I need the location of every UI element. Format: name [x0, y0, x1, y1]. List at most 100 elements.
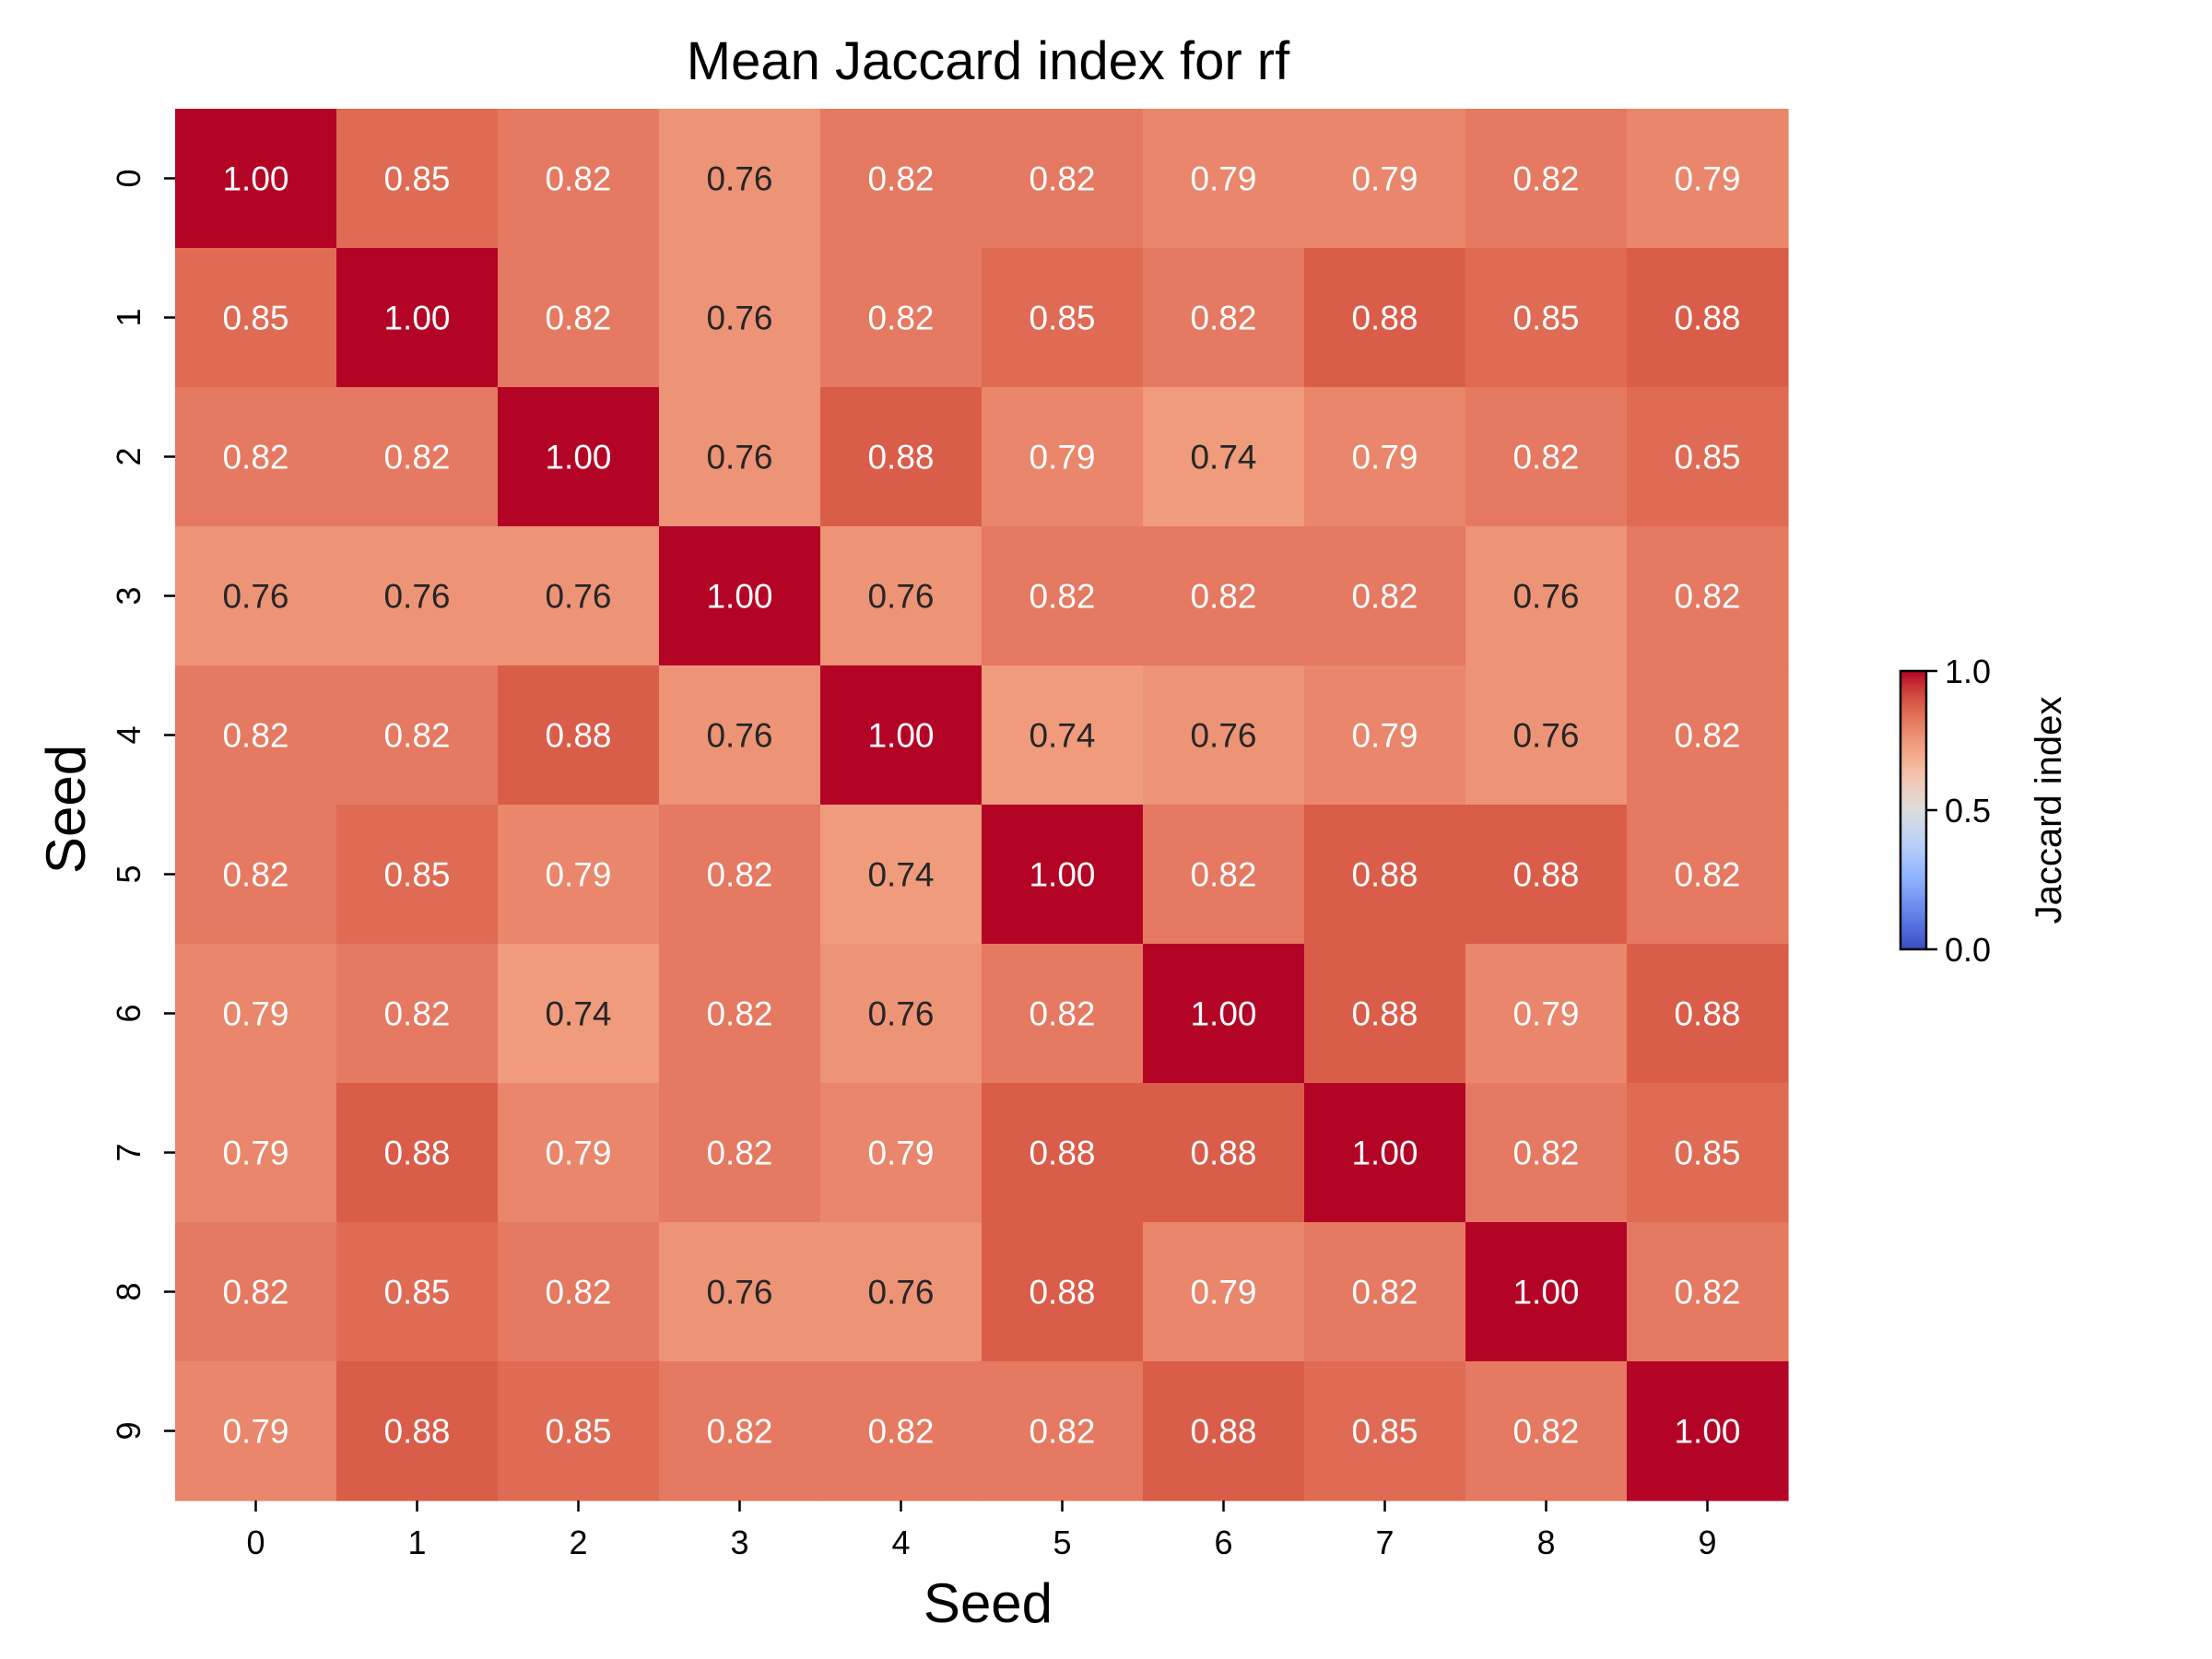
heatmap-cell-value: 0.88	[1190, 1135, 1256, 1172]
heatmap-cell	[1143, 1222, 1305, 1362]
heatmap-cell	[498, 805, 660, 945]
heatmap-cell-value: 0.88	[1674, 300, 1740, 337]
heatmap-cell-value: 0.82	[1512, 160, 1579, 198]
heatmap-cell	[659, 944, 821, 1084]
y-tick-label: 0	[110, 169, 147, 187]
heatmap-cell-value: 0.82	[1190, 578, 1256, 616]
heatmap-cell	[659, 109, 821, 249]
colorbar-tick-label: 0.0	[1945, 931, 1991, 969]
heatmap-cell	[1143, 109, 1305, 249]
heatmap-cells	[175, 109, 1789, 1501]
heatmap-cell	[175, 248, 337, 388]
heatmap-cell	[1465, 1222, 1628, 1362]
heatmap-cell-value: 0.79	[222, 995, 288, 1033]
heatmap-cell-value: 0.82	[1351, 578, 1418, 616]
heatmap-cell	[498, 1083, 660, 1223]
heatmap-cell-value: 0.85	[1029, 300, 1095, 337]
heatmap-cell	[498, 665, 660, 806]
heatmap-cell-value: 0.88	[1190, 1413, 1256, 1451]
heatmap-cell	[175, 387, 337, 527]
heatmap-cell	[1627, 1361, 1789, 1501]
heatmap-cell-value: 0.82	[545, 1274, 611, 1312]
heatmap-cell-value: 0.88	[867, 439, 934, 477]
heatmap-cell-value: 1.00	[706, 578, 772, 616]
y-tick-label: 6	[110, 1004, 147, 1022]
heatmap-cell-value: 0.79	[867, 1135, 934, 1172]
heatmap-cell-value: 0.88	[383, 1413, 450, 1451]
heatmap-cell	[1627, 944, 1789, 1084]
heatmap-cell	[1627, 248, 1789, 388]
heatmap-cell	[659, 1083, 821, 1223]
heatmap-cell-value: 0.85	[1674, 439, 1740, 477]
heatmap-cell-value: 0.82	[383, 717, 450, 755]
heatmap-cell	[1627, 665, 1789, 806]
heatmap-cell-value: 0.82	[706, 995, 772, 1033]
heatmap-cell-value: 0.74	[867, 856, 934, 894]
heatmap-cell-value: 0.82	[1512, 439, 1579, 477]
heatmap-cell-value: 0.82	[1674, 717, 1740, 755]
heatmap-cell-value: 0.79	[545, 1135, 611, 1172]
x-tick-label: 9	[1698, 1524, 1716, 1561]
heatmap-cell	[336, 1222, 499, 1362]
heatmap-cell	[1304, 387, 1466, 527]
heatmap-cell-value: 0.82	[222, 856, 288, 894]
heatmap-cell	[498, 109, 660, 249]
heatmap-cell-value: 0.85	[383, 856, 450, 894]
colorbar: 0.0 0.5 1.0 Jaccard index	[1899, 653, 2069, 969]
y-tick-label: 8	[110, 1282, 147, 1300]
heatmap-cell-value: 0.88	[1674, 995, 1740, 1033]
heatmap-cell-value: 0.76	[867, 1274, 934, 1312]
heatmap-cell-value: 0.79	[1351, 439, 1418, 477]
heatmap-cell-value: 0.79	[1029, 439, 1095, 477]
heatmap-cell-value: 0.88	[1029, 1135, 1095, 1172]
heatmap-cell	[820, 248, 982, 388]
heatmap-cell	[1304, 248, 1466, 388]
colorbar-label: Jaccard index	[2029, 697, 2069, 924]
heatmap-cell-value: 0.82	[1674, 578, 1740, 616]
heatmap-cell-value: 0.79	[1351, 160, 1418, 198]
heatmap-cell	[1627, 1222, 1789, 1362]
x-tick-label: 7	[1375, 1524, 1394, 1561]
heatmap-cell-value: 0.76	[222, 578, 288, 616]
heatmap-cell	[336, 387, 499, 527]
heatmap-cell	[982, 387, 1144, 527]
heatmap-cell-value: 1.00	[867, 717, 934, 755]
heatmap-cell	[1465, 805, 1628, 945]
heatmap-cell	[820, 805, 982, 945]
heatmap-cell	[336, 665, 499, 806]
heatmap-cell-value: 0.82	[1351, 1274, 1418, 1312]
heatmap-cell	[820, 944, 982, 1084]
heatmap-cell-value: 0.76	[1190, 717, 1256, 755]
heatmap-cell-value: 0.85	[1674, 1135, 1740, 1172]
heatmap-cell-value: 0.79	[545, 856, 611, 894]
heatmap-cell-value: 0.88	[545, 717, 611, 755]
y-tick-label: 4	[110, 725, 147, 744]
x-tick-label: 0	[246, 1524, 265, 1561]
heatmap-cell	[1143, 1083, 1305, 1223]
heatmap-cell	[1304, 526, 1466, 666]
heatmap-cell-value: 0.82	[706, 1135, 772, 1172]
x-tick-label: 2	[569, 1524, 587, 1561]
y-tick-label: 9	[110, 1421, 147, 1440]
heatmap-cell	[1143, 665, 1305, 806]
heatmap-cell-value: 0.82	[383, 995, 450, 1033]
heatmap-cell-value: 1.00	[1029, 856, 1095, 894]
heatmap-cell	[1304, 665, 1466, 806]
heatmap-cell-value: 0.76	[867, 578, 934, 616]
heatmap-cell-value: 0.76	[706, 300, 772, 337]
heatmap-cell	[659, 1222, 821, 1362]
heatmap-cell-value: 0.79	[1512, 995, 1579, 1033]
x-axis-label: Seed	[924, 1572, 1053, 1634]
x-axis-ticks: 0 1 2 3 4 5 6 7 8 9	[246, 1500, 1717, 1561]
heatmap-cell	[659, 665, 821, 806]
heatmap-cell-value: 0.74	[1029, 717, 1095, 755]
heatmap-cell-value: 0.82	[1029, 160, 1095, 198]
heatmap-cell	[982, 526, 1144, 666]
heatmap-cell-value: 0.82	[545, 160, 611, 198]
heatmap-cell	[1304, 944, 1466, 1084]
heatmap-cell-value: 0.85	[545, 1413, 611, 1451]
heatmap-cell	[820, 1361, 982, 1501]
heatmap-cell	[336, 1083, 499, 1223]
heatmap-cell-value: 1.00	[1351, 1135, 1418, 1172]
heatmap-cell	[1627, 109, 1789, 249]
